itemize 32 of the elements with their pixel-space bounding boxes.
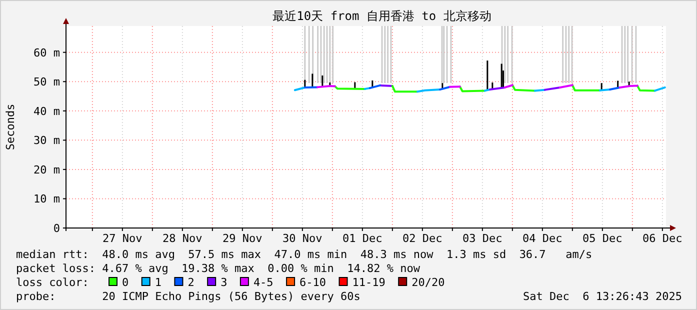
text: Sat Dec 6 13:26:43 2025 [523,290,682,303]
x-tick-label: 03 Dec [462,232,502,245]
x-tick-label: 27 Nov [102,232,143,245]
x-tick-label: 29 Nov [222,232,263,245]
legend-label: 11-19 [352,276,386,289]
text: packet loss: 4.67 % avg 19.38 % max 0.00 % min 14.82 % now [16,262,420,275]
legend-title: loss color: [16,276,89,289]
chart-title: 最近10天 from 自用香港 to 北京移动 [272,9,492,23]
y-tick-label: 50 m [34,76,60,89]
y-tick-label: 10 m [34,192,60,206]
x-tick-label: 02 Dec [402,232,442,245]
legend-label: 1 [154,276,162,289]
text: probe: 20 ICMP Echo Pings (56 Bytes) every 60s [16,290,360,303]
x-tick-label: 05 Dec [582,232,622,245]
x-tick-label: 06 Dec [642,232,682,245]
y-tick-label: 20 m [34,163,60,176]
text: median rtt: 48.0 ms avg 57.5 ms max 47.0 ms min 48.3 ms now 1.3 ms sd 36.7 am/s [16,248,592,261]
legend-label: 4-5 [253,276,274,289]
legend-label: 20/20 [412,276,445,289]
y-tick-label: 60 m [34,46,60,60]
legend-label: 3 [220,276,228,289]
x-tick-label: 28 Nov [162,232,203,245]
legend-label: 2 [188,276,194,289]
y-tick-label: 40 m [34,104,60,118]
x-tick-label: 04 Dec [522,232,562,245]
x-tick-label: 01 Dec [342,232,382,245]
y-axis-title: Seconds [4,104,17,150]
x-tick-label: 30 Nov [282,232,323,245]
y-tick-label: 30 m [34,134,60,148]
legend-label: 6-10 [300,276,326,289]
legend-label: 0 [122,276,129,289]
y-tick-label: 0 [53,222,60,235]
